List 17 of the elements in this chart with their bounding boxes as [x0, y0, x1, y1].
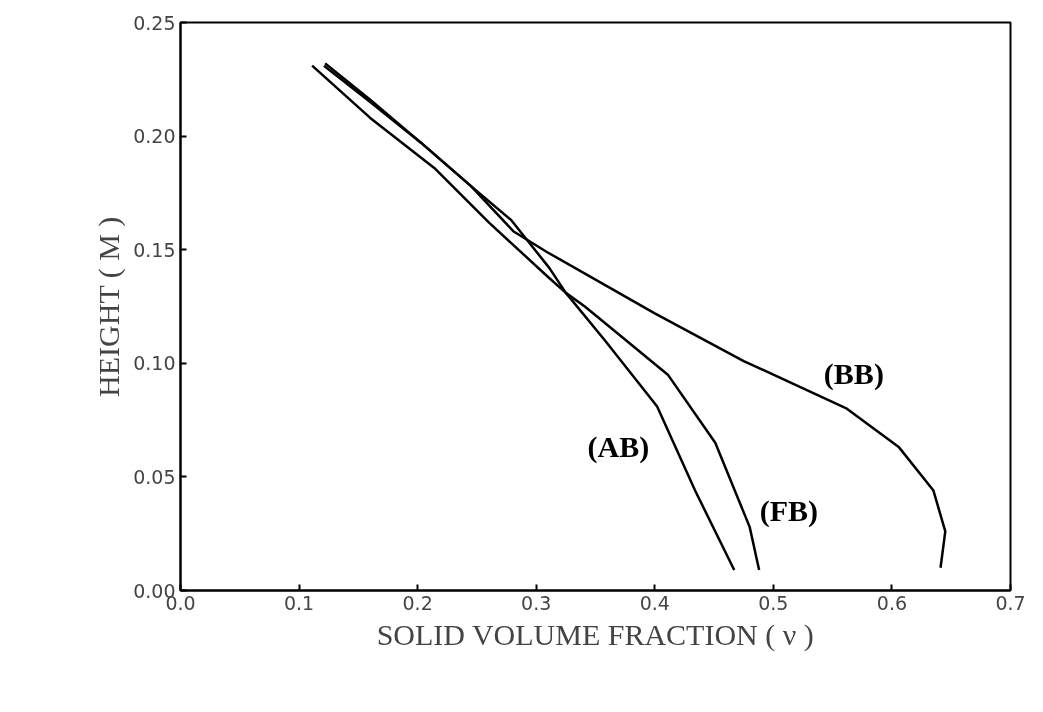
x-axis-title: SOLID VOLUME FRACTION ( ν )	[376, 617, 814, 652]
x-tick-label: 0.3	[521, 591, 552, 614]
x-tick-label: 0.2	[402, 591, 433, 614]
y-tick-label: 0.10	[133, 352, 176, 375]
x-tick-label: 0.7	[995, 591, 1026, 614]
y-tick-label: 0.25	[133, 11, 176, 34]
series-label: (BB)	[823, 357, 884, 392]
series-label: (FB)	[759, 494, 818, 529]
x-tick-label: 0.6	[876, 591, 908, 614]
x-tick-label: 0.1	[283, 591, 315, 614]
y-tick-label: 0.05	[133, 465, 176, 488]
y-tick-label: 0.15	[133, 238, 176, 261]
y-axis-title: HEIGHT ( M )	[92, 216, 127, 397]
y-tick-label: 0.20	[133, 125, 176, 148]
x-tick-label: 0.4	[639, 591, 670, 614]
x-tick-label: 0.5	[758, 591, 789, 614]
series-label: (AB)	[587, 429, 650, 464]
